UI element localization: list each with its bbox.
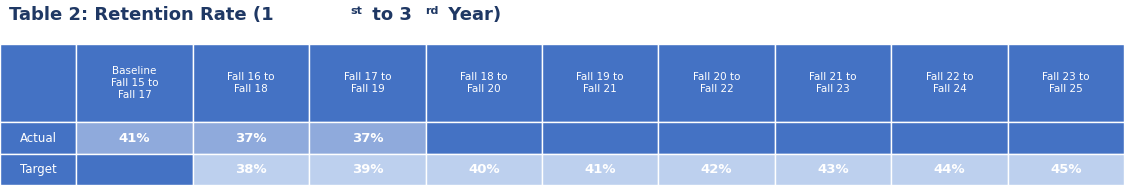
Bar <box>659 44 774 122</box>
Text: to 3: to 3 <box>365 6 411 23</box>
Bar <box>1007 44 1124 122</box>
Text: 39%: 39% <box>352 163 383 176</box>
Text: st: st <box>351 6 362 16</box>
Bar <box>659 154 774 185</box>
Text: Fall 18 to
Fall 20: Fall 18 to Fall 20 <box>460 72 508 94</box>
Bar <box>193 122 309 154</box>
Bar <box>1007 154 1124 185</box>
Text: Fall 17 to
Fall 19: Fall 17 to Fall 19 <box>344 72 391 94</box>
Text: 41%: 41% <box>584 163 616 176</box>
Text: Fall 20 to
Fall 22: Fall 20 to Fall 22 <box>692 72 741 94</box>
Text: 41%: 41% <box>119 132 151 144</box>
Text: 40%: 40% <box>468 163 500 176</box>
Bar <box>542 154 659 185</box>
Bar <box>1007 122 1124 154</box>
Bar <box>659 122 774 154</box>
Text: Actual: Actual <box>20 132 56 144</box>
Text: Fall 23 to
Fall 25: Fall 23 to Fall 25 <box>1042 72 1089 94</box>
Bar <box>891 44 1007 122</box>
Bar <box>309 44 426 122</box>
Bar <box>426 154 542 185</box>
Bar <box>76 122 193 154</box>
Text: 44%: 44% <box>934 163 966 176</box>
Bar <box>774 44 891 122</box>
Text: 42%: 42% <box>701 163 733 176</box>
Bar <box>542 122 659 154</box>
Bar <box>0 44 76 122</box>
Bar <box>542 44 659 122</box>
Bar <box>76 44 193 122</box>
Bar <box>774 154 891 185</box>
Bar <box>891 122 1007 154</box>
Text: 37%: 37% <box>235 132 266 144</box>
Bar <box>0 122 76 154</box>
Bar <box>309 154 426 185</box>
Text: Table 2: Retention Rate (1: Table 2: Retention Rate (1 <box>9 6 273 23</box>
Bar <box>426 44 542 122</box>
Bar <box>426 122 542 154</box>
Bar <box>0 154 76 185</box>
Text: 43%: 43% <box>817 163 849 176</box>
Text: Baseline
Fall 15 to
Fall 17: Baseline Fall 15 to Fall 17 <box>111 66 158 100</box>
Bar <box>309 122 426 154</box>
Text: Target: Target <box>20 163 56 176</box>
Text: Year): Year) <box>442 6 501 23</box>
Bar <box>891 154 1007 185</box>
Text: 45%: 45% <box>1050 163 1081 176</box>
Text: rd: rd <box>425 6 438 16</box>
Bar <box>76 154 193 185</box>
Bar <box>193 154 309 185</box>
Text: Fall 16 to
Fall 18: Fall 16 to Fall 18 <box>227 72 274 94</box>
Text: Fall 21 to
Fall 23: Fall 21 to Fall 23 <box>809 72 856 94</box>
Text: Fall 22 to
Fall 24: Fall 22 to Fall 24 <box>926 72 973 94</box>
Bar <box>193 44 309 122</box>
Text: Fall 19 to
Fall 21: Fall 19 to Fall 21 <box>577 72 624 94</box>
Bar <box>774 122 891 154</box>
Text: 38%: 38% <box>235 163 266 176</box>
Text: 37%: 37% <box>352 132 383 144</box>
